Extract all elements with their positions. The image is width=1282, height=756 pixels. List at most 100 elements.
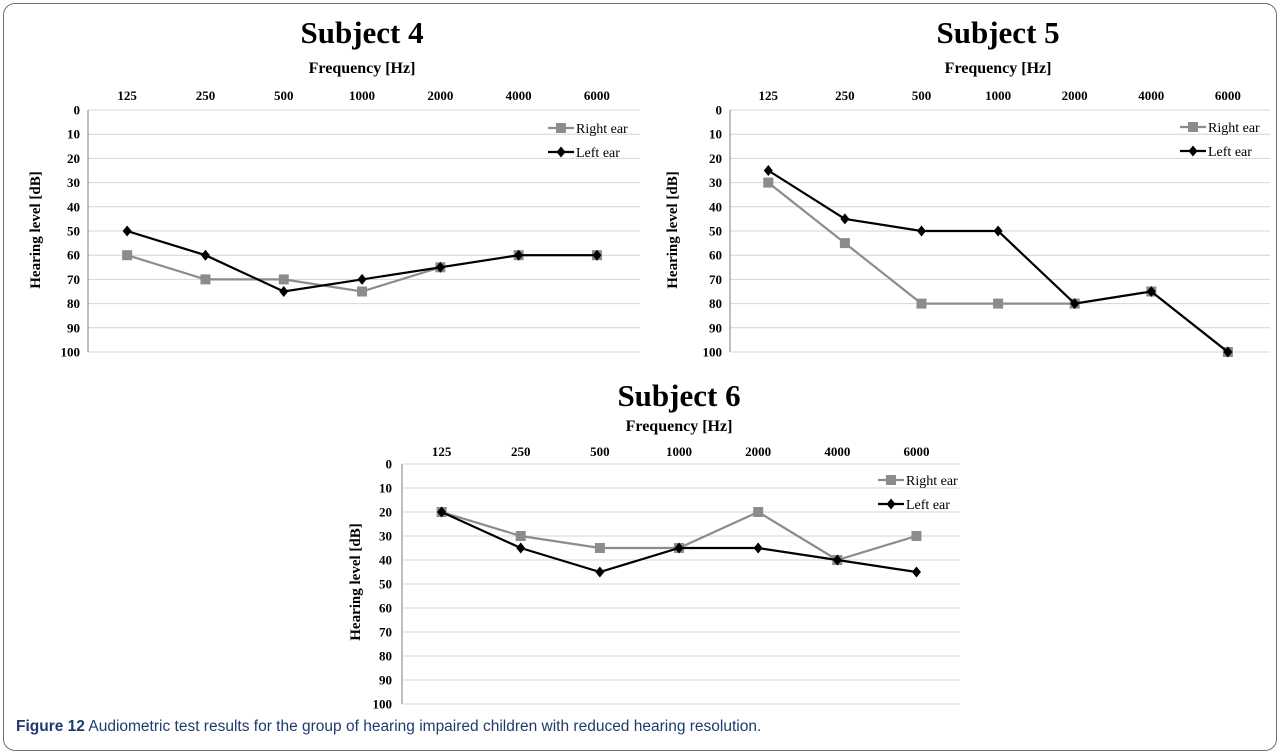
- right-ear-point: [839, 238, 850, 249]
- left-ear-point: [435, 261, 445, 273]
- x-tick-label: 1000: [349, 88, 375, 103]
- y-axis-label: Hearing level [dB]: [665, 171, 681, 288]
- x-tick-label: 4000: [1138, 88, 1164, 103]
- x-tick-label: 125: [432, 444, 452, 459]
- legend-label: Right ear: [576, 122, 628, 137]
- x-tick-label: 250: [196, 88, 216, 103]
- left-ear-point: [832, 554, 842, 566]
- left-ear-point: [200, 249, 210, 261]
- left-ear-point: [911, 566, 921, 578]
- y-tick-label: 30: [709, 175, 722, 190]
- y-tick-label: 60: [709, 248, 722, 263]
- series-line-left-ear: [767, 169, 1229, 353]
- right-ear-point: [122, 250, 133, 261]
- x-tick-label: 125: [759, 88, 779, 103]
- y-tick-label: 90: [67, 320, 80, 335]
- y-tick-label: 90: [709, 320, 722, 335]
- legend-marker-left-ear: [556, 146, 566, 158]
- x-tick-label: 6000: [903, 444, 929, 459]
- x-tick-label: 6000: [1215, 88, 1241, 103]
- right-ear-point: [911, 531, 922, 541]
- right-ear-point: [200, 274, 211, 285]
- x-tick-label: 250: [835, 88, 855, 103]
- y-tick-label: 40: [67, 199, 80, 214]
- right-ear-point: [357, 286, 368, 297]
- x-tick-label: 2000: [1062, 88, 1088, 103]
- x-tick-label: 4000: [506, 88, 532, 103]
- legend-label: Right ear: [906, 474, 958, 489]
- x-tick-label: 4000: [824, 444, 850, 459]
- right-ear-point: [594, 543, 605, 553]
- chart-title: Subject 6: [617, 378, 740, 413]
- right-ear-point: [753, 507, 764, 517]
- x-tick-label: 500: [590, 444, 610, 459]
- x-tick-label: 6000: [584, 88, 610, 103]
- y-tick-label: 30: [67, 175, 80, 190]
- y-tick-label: 70: [709, 272, 722, 287]
- y-tick-label: 50: [709, 224, 722, 239]
- series-line-left-ear: [441, 510, 917, 574]
- y-tick-label: 20: [709, 151, 722, 166]
- left-ear-point: [1146, 286, 1156, 297]
- legend-label: Left ear: [1208, 145, 1252, 160]
- left-ear-point: [279, 286, 289, 297]
- right-ear-point: [763, 177, 774, 188]
- left-ear-point: [592, 249, 602, 261]
- left-ear-point: [674, 542, 684, 554]
- left-ear-point: [122, 225, 132, 237]
- y-tick-label: 80: [379, 649, 392, 664]
- y-tick-label: 0: [74, 103, 81, 118]
- y-tick-label: 100: [703, 345, 723, 360]
- x-tick-label: 1000: [985, 88, 1011, 103]
- y-axis-label: Hearing level [dB]: [28, 171, 44, 288]
- right-ear-point: [278, 274, 289, 285]
- right-ear-point: [993, 298, 1004, 309]
- y-tick-label: 100: [373, 697, 393, 712]
- left-ear-point: [516, 542, 526, 554]
- legend-label: Left ear: [576, 146, 620, 161]
- left-ear-point: [1070, 298, 1080, 310]
- y-tick-label: 70: [67, 272, 80, 287]
- y-axis-label: Hearing level [dB]: [348, 523, 364, 640]
- left-ear-point: [753, 542, 763, 554]
- legend-marker-left-ear: [886, 498, 896, 510]
- x-tick-label: 2000: [427, 88, 453, 103]
- figure-caption-label: Figure 12: [16, 718, 85, 735]
- chart-subject-6: 0 10 20 30 40 50 60 70 80 90 100 125 250 500 1000 2000 4…: [348, 378, 960, 712]
- y-tick-label: 40: [379, 553, 392, 568]
- x-tick-label: 2000: [745, 444, 771, 459]
- chart-subject-4: 0 10 20 30 40 50 60 70 80 90 100 125 250 500 1000 2000 4…: [28, 15, 640, 360]
- y-tick-label: 0: [716, 103, 723, 118]
- left-ear-point: [1223, 346, 1233, 358]
- x-axis-label: Frequency [Hz]: [945, 60, 1052, 77]
- y-tick-label: 20: [67, 151, 80, 166]
- y-tick-label: 60: [379, 601, 392, 616]
- y-tick-label: 10: [709, 127, 722, 142]
- x-axis-label: Frequency [Hz]: [626, 418, 733, 435]
- left-ear-point: [595, 566, 605, 578]
- left-ear-point: [763, 165, 773, 176]
- legend-label: Right ear: [1208, 121, 1260, 136]
- legend-marker-left-ear: [1188, 145, 1198, 157]
- figure-caption-text: Audiometric test results for the group o…: [88, 718, 762, 735]
- y-tick-label: 90: [379, 673, 392, 688]
- left-ear-point: [916, 225, 926, 237]
- left-ear-point: [357, 273, 367, 285]
- y-tick-label: 10: [67, 127, 80, 142]
- figure-caption: Figure 12 Audiometric test results for t…: [16, 718, 761, 736]
- series-line-right-ear: [126, 254, 597, 293]
- legend-label: Left ear: [906, 498, 950, 513]
- y-tick-label: 40: [709, 199, 722, 214]
- left-ear-point: [993, 225, 1003, 237]
- y-tick-label: 0: [386, 457, 393, 472]
- y-tick-label: 80: [709, 296, 722, 311]
- y-tick-label: 60: [67, 248, 80, 263]
- chart-subject-5: 0 10 20 30 40 50 60 70 80 90 100 125 250 500 1000 2000 4…: [665, 15, 1270, 360]
- x-tick-label: 500: [274, 88, 294, 103]
- chart-title: Subject 4: [300, 15, 423, 50]
- x-tick-label: 1000: [666, 444, 692, 459]
- x-axis-label: Frequency [Hz]: [309, 60, 416, 77]
- left-ear-point: [514, 249, 524, 261]
- left-ear-point: [840, 213, 850, 225]
- series-line-right-ear: [767, 181, 1229, 353]
